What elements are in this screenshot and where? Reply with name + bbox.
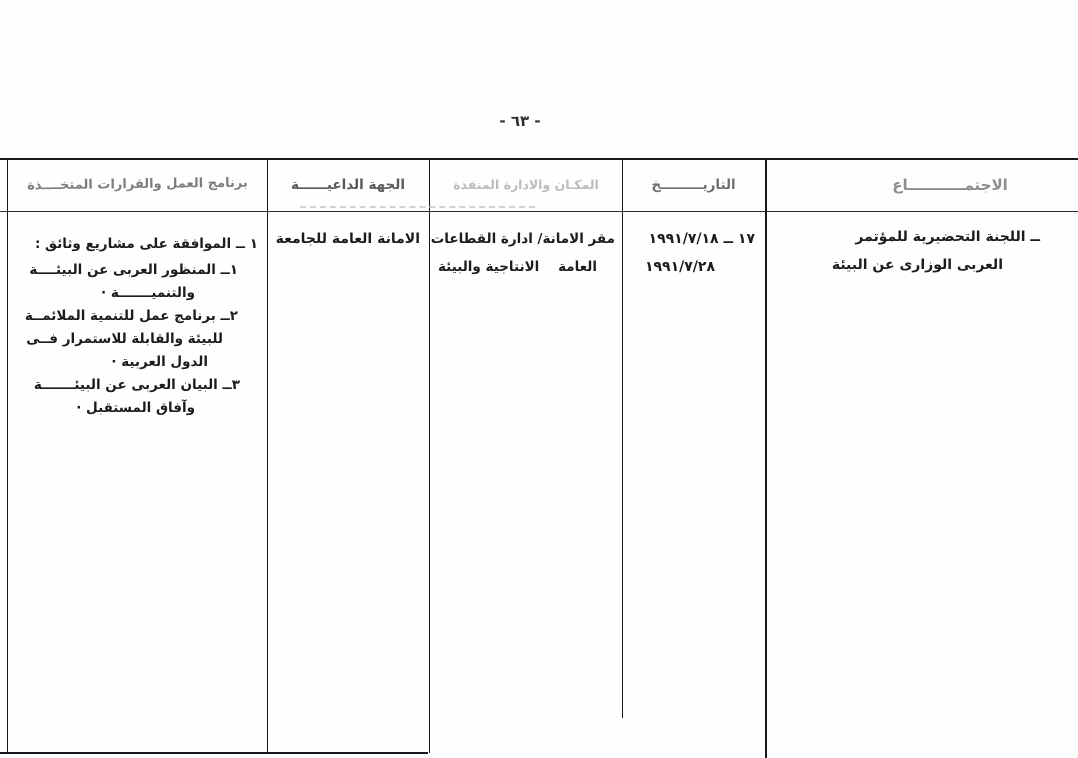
program-cell-line: وآفاق المستقبل · <box>76 400 195 416</box>
program-cell-line: ١ ــ الموافقة على مشاريع وثائق : <box>34 236 258 252</box>
date-cell-line: ١٧ ــ ١٩٩١/٧/١٨ <box>648 231 755 247</box>
column-header-meeting: الاجتمـــــــــــاع <box>892 175 1008 194</box>
column-divider-place-date <box>622 158 623 718</box>
meeting-cell-line: ــ اللجنة التحضيرية للمؤتمر <box>855 229 1040 245</box>
column-header-host: الجهة الداعيــــــة <box>291 176 405 193</box>
column-header-place: المكـان والادارة المنفذة <box>453 177 599 192</box>
table-top-border <box>0 158 1078 160</box>
program-cell-line: ٣ــ البيان العربى عن البيئـــــــة <box>33 377 240 393</box>
table-bottom-border-partial <box>0 752 428 754</box>
host-cell-line: الامانة العامة للجامعة <box>275 231 420 247</box>
program-cell-line: للبيئة والقابلة للاستمرار فــى <box>26 331 223 347</box>
place-cell-line: العامة الانتاجية والبيئة <box>438 259 597 275</box>
column-header-program: برنامج العمل والقرارات المتخــــذة <box>27 175 248 194</box>
page-number: - ٦٣ - <box>499 112 541 130</box>
date-cell-line: ١٩٩١/٧/٢٨ <box>644 259 715 275</box>
header-bottom-border <box>0 211 1078 212</box>
program-cell-line: ٢ــ برنامج عمل للتنمية الملائمــة <box>24 308 238 324</box>
program-cell-line: والتنميـــــــة · <box>101 285 195 301</box>
scan-artifact-dashes <box>300 206 535 208</box>
table-left-border <box>7 158 8 753</box>
program-cell-line: الدول العربية · <box>111 354 208 370</box>
program-cell-line: ١ــ المنظور العربى عن البيئــــة <box>29 262 238 278</box>
column-divider-date-meeting <box>765 158 767 758</box>
column-divider-program-host <box>267 158 268 753</box>
column-header-date: التاريـــــــــخ <box>651 176 736 193</box>
column-divider-host-place <box>429 158 430 753</box>
meeting-cell-line: العربى الوزارى عن البيئة <box>831 257 1003 273</box>
place-cell-line: مقر الامانة/ ادارة القطاعات <box>430 231 615 247</box>
